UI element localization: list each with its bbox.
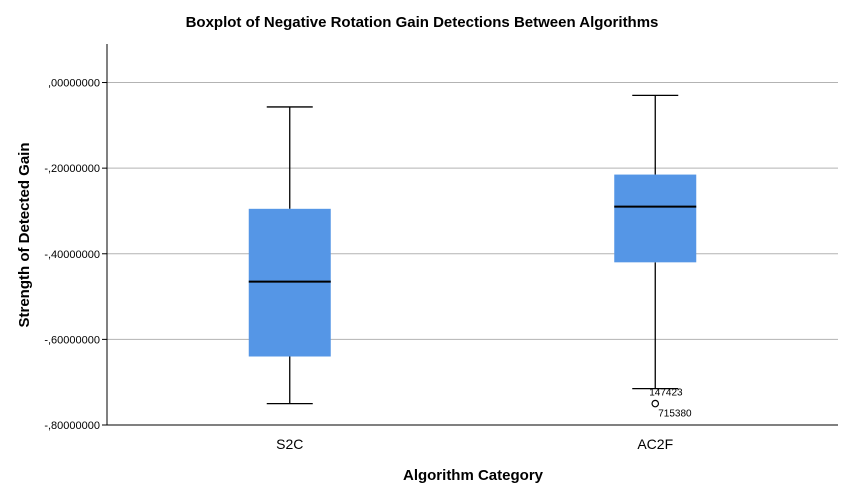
outlier-label: 715380: [658, 409, 692, 420]
box-series: 147423 715380: [248, 94, 697, 420]
y-tick-label: -,80000000: [44, 420, 100, 432]
y-axis-ticks: ,00000000 -,20000000 -,40000000 -,60000000 -…: [44, 78, 107, 432]
chart-title: Boxplot of Negative Rotation Gain Detect…: [186, 14, 659, 31]
iqr-box: [614, 174, 697, 263]
y-tick-label: ,00000000: [48, 78, 100, 90]
x-axis-label: Algorithm Category: [403, 467, 544, 484]
iqr-box: [248, 208, 331, 357]
x-tick-label: S2C: [276, 436, 303, 452]
y-axis-label: Strength of Detected Gain: [16, 142, 33, 327]
x-tick-label: AC2F: [637, 436, 673, 452]
x-axis-ticks: S2C AC2F: [276, 436, 673, 452]
box-s2c: [248, 106, 331, 405]
box-ac2f: 147423 715380: [614, 94, 697, 420]
y-tick-label: -,60000000: [44, 334, 100, 346]
outlier-point: [651, 399, 660, 408]
y-tick-label: -,20000000: [44, 163, 100, 175]
gridlines: [107, 82, 838, 340]
y-tick-label: -,40000000: [44, 249, 100, 261]
outlier-label: 147423: [649, 388, 683, 399]
